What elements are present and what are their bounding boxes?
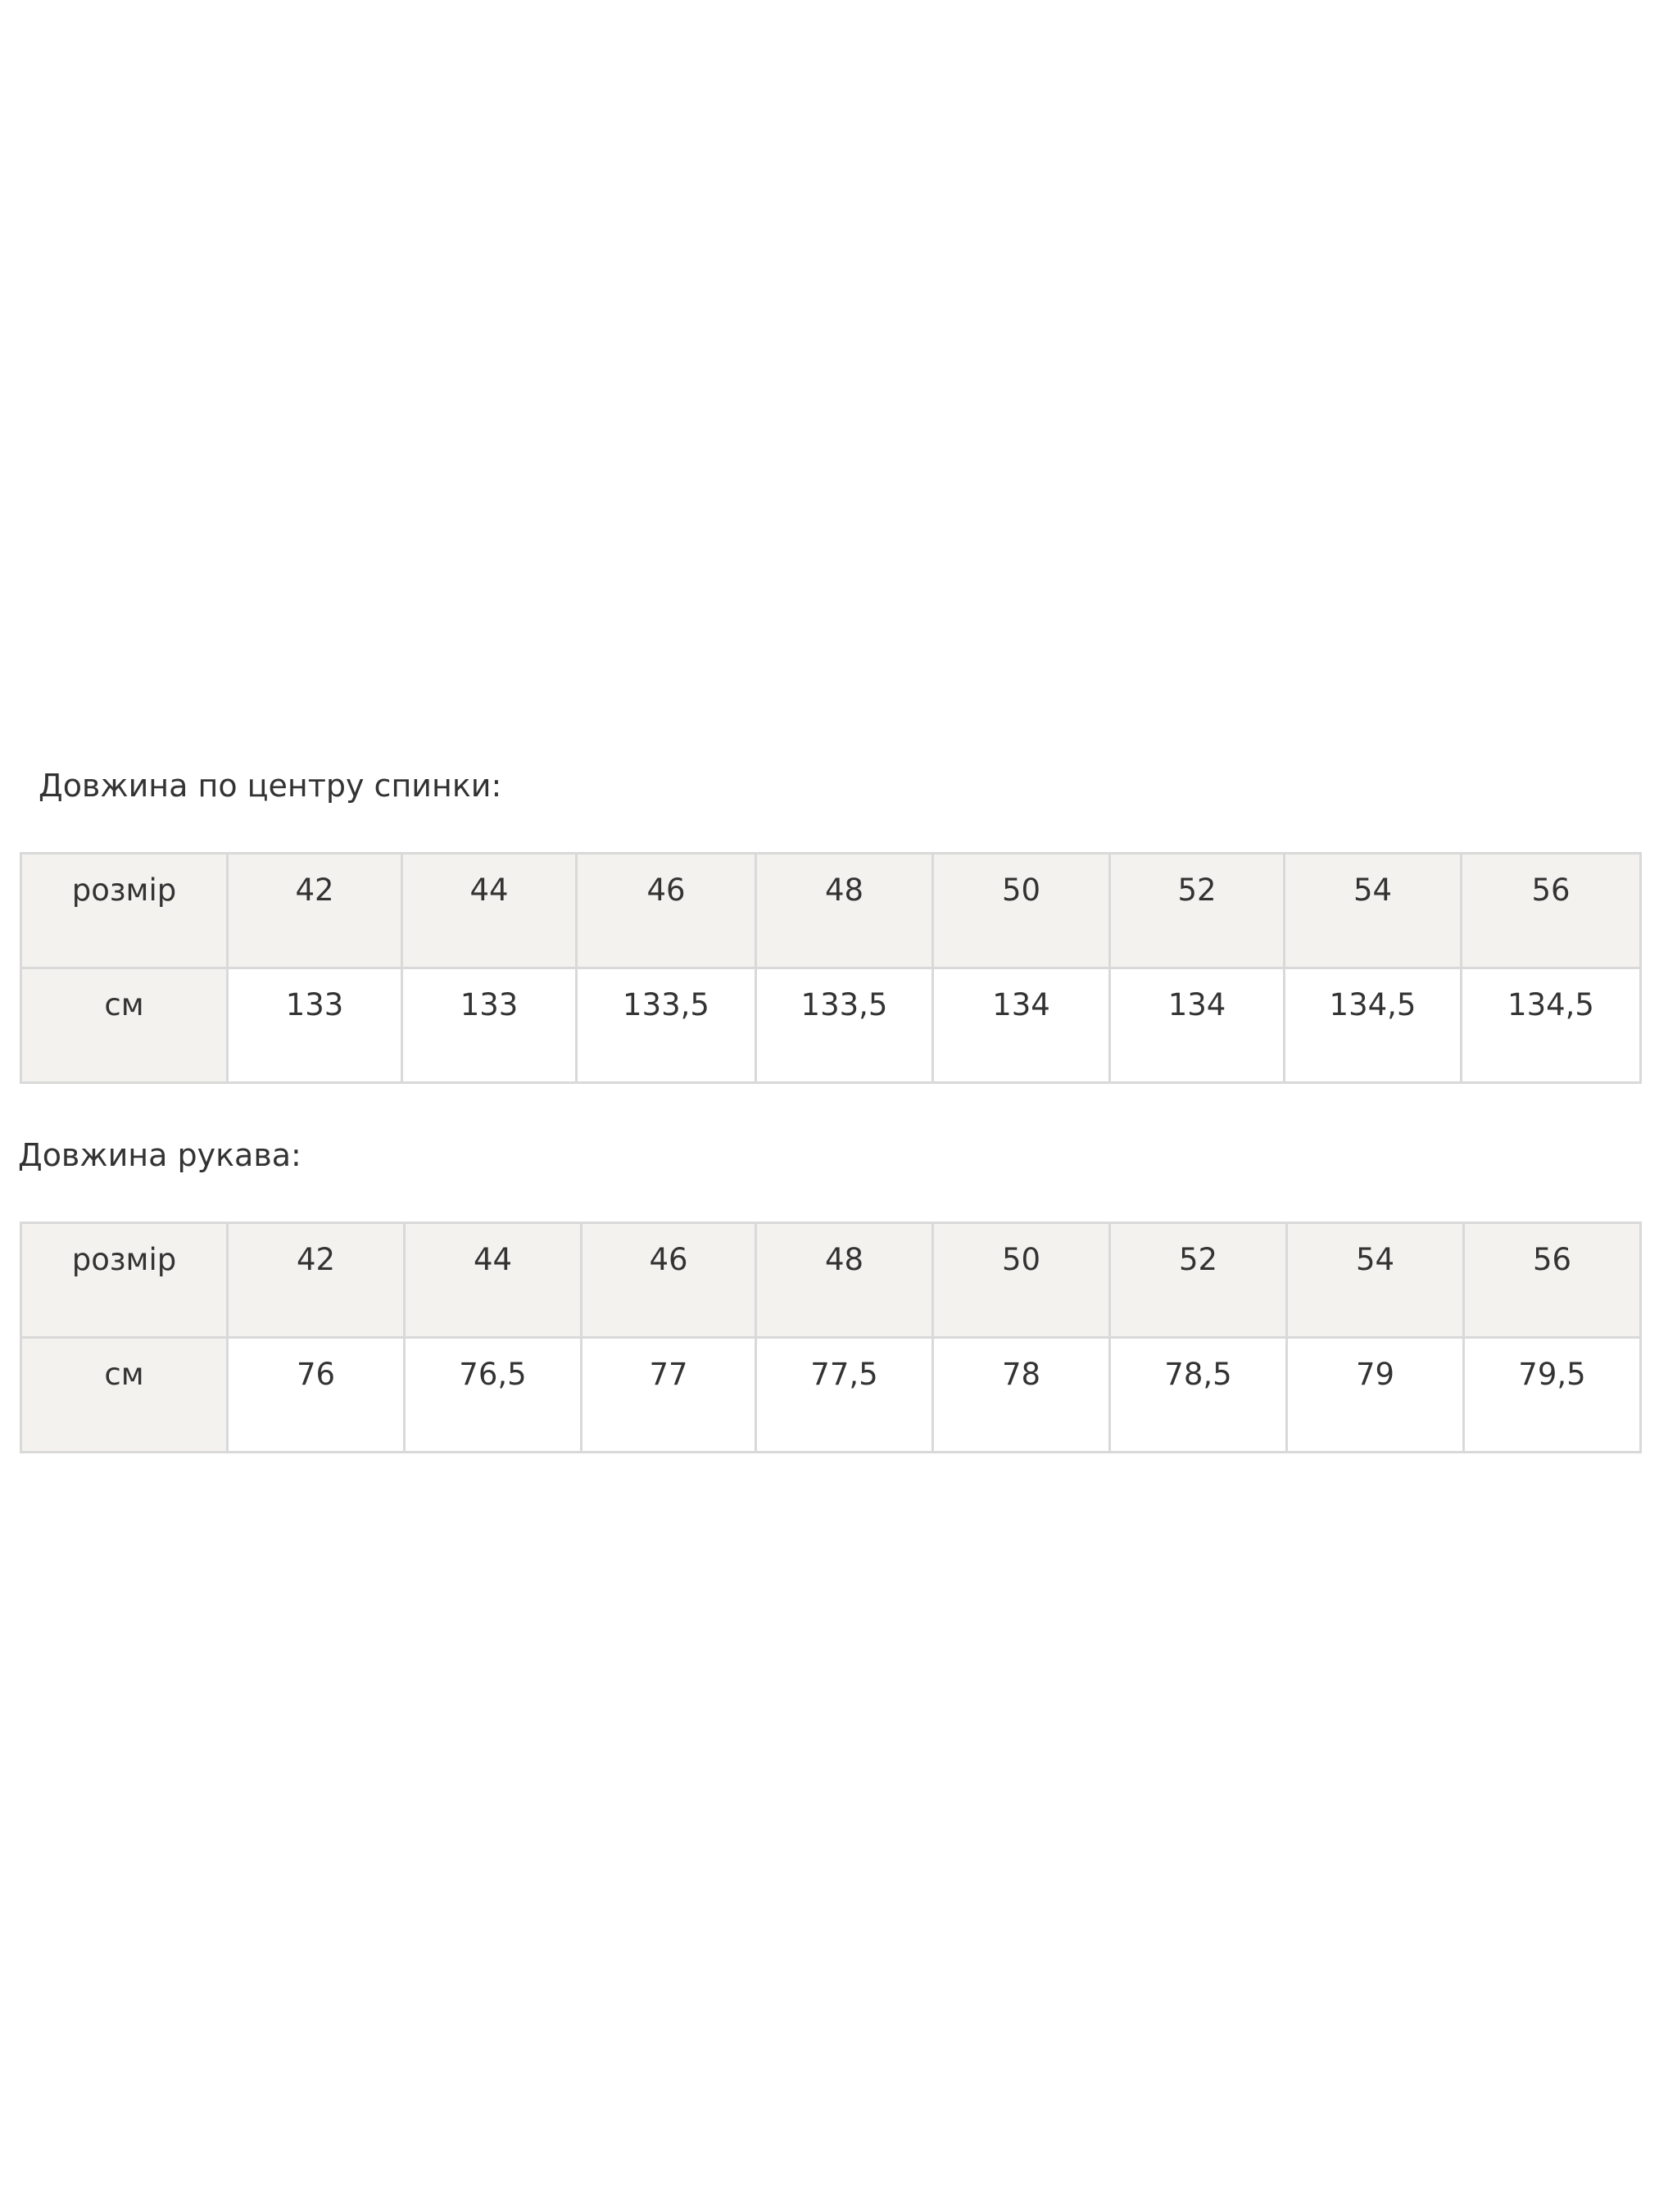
size-cell: 56 (1460, 852, 1642, 969)
value-cell: 77,5 (755, 1336, 934, 1453)
value-cell: 79,5 (1462, 1336, 1642, 1453)
table-row: см 76 76,5 77 77,5 78 78,5 79 79,5 (20, 1336, 1642, 1453)
value-cell: 134 (1108, 967, 1285, 1084)
size-cell: 52 (1108, 852, 1285, 969)
sleeve-length-size-table: розмір 42 44 46 48 50 52 54 56 см 76 76,5 77 77,5 78 7… (20, 1222, 1642, 1453)
back-length-size-table: розмір 42 44 46 48 50 52 54 56 см 133 133 133,5 133,… (20, 852, 1642, 1084)
value-cell: 134,5 (1460, 967, 1642, 1084)
size-cell: 50 (931, 852, 1111, 969)
table-header-row: розмір 42 44 46 48 50 52 54 56 (20, 852, 1642, 969)
value-cell: 78,5 (1108, 1336, 1288, 1453)
value-cell: 133,5 (755, 967, 934, 1084)
size-cell: 44 (403, 1222, 582, 1339)
unit-row-label: см (20, 967, 229, 1084)
size-cell: 54 (1283, 852, 1462, 969)
value-cell: 78 (931, 1336, 1111, 1453)
size-cell: 44 (401, 852, 578, 969)
value-cell: 133 (226, 967, 403, 1084)
value-cell: 76,5 (403, 1336, 582, 1453)
table-row: см 133 133 133,5 133,5 134 134 134,5 134,5 (20, 967, 1642, 1084)
unit-row-label: см (20, 1336, 229, 1453)
value-cell: 76 (226, 1336, 406, 1453)
size-cell: 56 (1462, 1222, 1642, 1339)
size-cell: 42 (226, 852, 403, 969)
value-cell: 134 (931, 967, 1111, 1084)
size-cell: 50 (931, 1222, 1111, 1339)
size-cell: 48 (755, 1222, 934, 1339)
size-header-label: розмір (20, 1222, 229, 1339)
table-header-row: розмір 42 44 46 48 50 52 54 56 (20, 1222, 1642, 1339)
size-cell: 46 (580, 1222, 757, 1339)
size-cell: 48 (755, 852, 934, 969)
value-cell: 79 (1285, 1336, 1465, 1453)
size-cell: 54 (1285, 1222, 1465, 1339)
value-cell: 77 (580, 1336, 757, 1453)
size-cell: 42 (226, 1222, 406, 1339)
section-title-back-length: Довжина по центру спинки: (39, 768, 502, 804)
size-cell: 52 (1108, 1222, 1288, 1339)
value-cell: 133,5 (575, 967, 757, 1084)
value-cell: 134,5 (1283, 967, 1462, 1084)
size-cell: 46 (575, 852, 757, 969)
value-cell: 133 (401, 967, 578, 1084)
section-title-sleeve-length: Довжина рукава: (18, 1137, 301, 1173)
size-header-label: розмір (20, 852, 229, 969)
